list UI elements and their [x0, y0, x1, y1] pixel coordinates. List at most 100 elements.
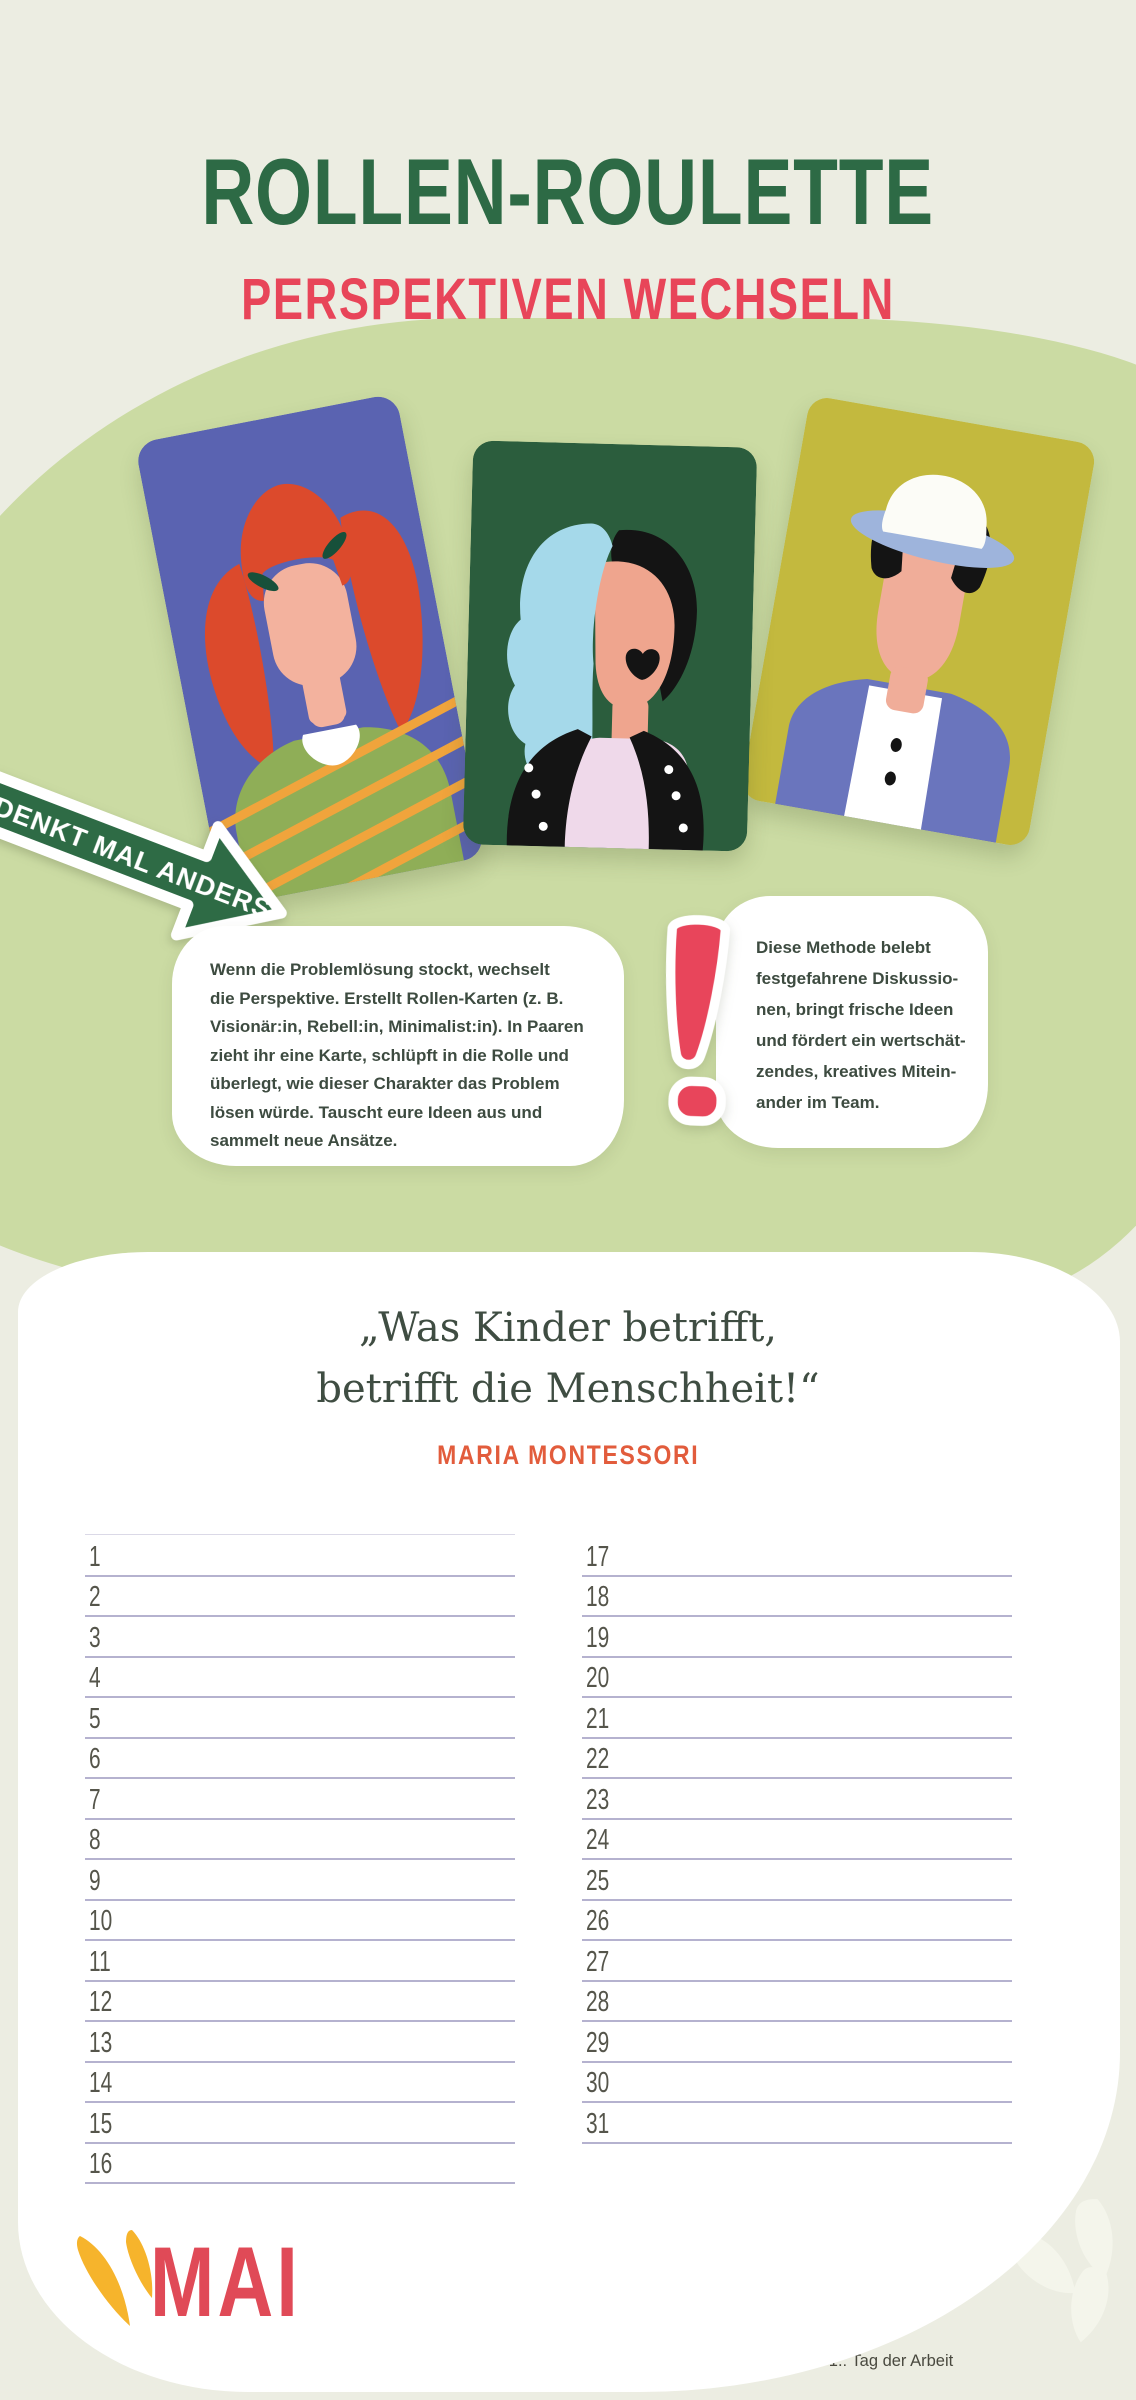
- day-number: 19: [586, 1621, 610, 1654]
- calendar-day-row: 14: [85, 2063, 515, 2103]
- month-wrap: MAI: [150, 2232, 343, 2331]
- day-line: [582, 1858, 1012, 1860]
- calendar-top-hairline: [85, 1534, 515, 1535]
- exclamation-icon: [636, 901, 764, 1137]
- flame-icon: [70, 2230, 160, 2339]
- calendar-day-row: 5: [85, 1698, 515, 1739]
- calendar-day-row: 4: [85, 1658, 515, 1698]
- day-line: [85, 1777, 515, 1779]
- calendar-day-row: 31: [582, 2103, 1012, 2144]
- method-box: Wenn die Problemlösung stockt, wechselt …: [172, 926, 624, 1166]
- day-line: [582, 1777, 1012, 1779]
- calendar-day-row: 27: [582, 1941, 1012, 1982]
- day-line: [85, 1979, 515, 1982]
- day-line: [85, 2182, 515, 2184]
- calendar-day-row: 8: [85, 1820, 515, 1860]
- day-line: [85, 1898, 515, 1901]
- calendar-day-row: 11: [85, 1941, 515, 1982]
- day-line: [85, 1615, 515, 1617]
- day-number: 17: [586, 1540, 610, 1573]
- calendar-column-left: 1 2 3 4 5 6: [85, 1536, 515, 2184]
- day-line: [582, 2101, 1012, 2103]
- calendar-day-row: 10: [85, 1901, 515, 1941]
- day-number: 30: [586, 2067, 610, 2099]
- day-number: 3: [89, 1621, 101, 1654]
- day-number: 12: [89, 1986, 113, 2018]
- day-line: [85, 1817, 515, 1820]
- day-number: 9: [89, 1864, 101, 1897]
- calendar-day-row: 29: [582, 2022, 1012, 2063]
- day-number: 2: [89, 1581, 101, 1613]
- calendar-day-row: 26: [582, 1901, 1012, 1941]
- day-number: 7: [89, 1783, 101, 1816]
- quote-line-2: betrifft die Menschheit!“: [316, 1366, 820, 1412]
- day-number: 23: [586, 1783, 610, 1816]
- calendar-day-row: 24: [582, 1820, 1012, 1860]
- quote-author: MARIA MONTESSORI: [436, 1440, 700, 1470]
- quote-line-1: „Was Kinder betrifft,: [358, 1305, 778, 1351]
- girl-with-red-pigtails-illustration: [138, 396, 486, 908]
- calendar-day-row: 13: [85, 2022, 515, 2063]
- calendar-day-row: 28: [582, 1982, 1012, 2022]
- day-number: 10: [89, 1905, 113, 1937]
- day-line: [582, 1696, 1012, 1698]
- day-line: [582, 1979, 1012, 1982]
- day-number: 8: [89, 1824, 101, 1856]
- person-with-white-hat-illustration: [742, 398, 1095, 845]
- page-title: ROLLEN-ROULETTE: [201, 139, 935, 244]
- month-label: MAI: [150, 2226, 301, 2337]
- quote-author-wrap: MARIA MONTESSORI: [0, 1440, 1136, 1471]
- holiday-footnote: 1.: Tag der Arbeit: [828, 2352, 954, 2370]
- day-number: 15: [89, 2107, 113, 2140]
- day-number: 13: [89, 2026, 113, 2059]
- day-line: [85, 2060, 515, 2063]
- header: ROLLEN-ROULETTE: [0, 138, 1136, 246]
- day-line: [85, 1696, 515, 1698]
- calendar-day-row: 22: [582, 1739, 1012, 1779]
- calendar-day-row: 1: [85, 1536, 515, 1577]
- day-line: [85, 2141, 515, 2144]
- calendar-day-row: 7: [85, 1779, 515, 1820]
- calendar-day-row: 19: [582, 1617, 1012, 1658]
- day-number: 16: [89, 2148, 113, 2180]
- subheader: PERSPEKTIVEN WECHSELN: [0, 266, 1136, 333]
- day-line: [85, 1858, 515, 1860]
- day-number: 29: [586, 2026, 610, 2059]
- calendar-day-row: 17: [582, 1536, 1012, 1577]
- day-line: [582, 1574, 1012, 1577]
- day-number: 5: [89, 1702, 101, 1735]
- day-line: [582, 1615, 1012, 1617]
- calendar-day-row: 15: [85, 2103, 515, 2144]
- day-number: 22: [586, 1743, 610, 1775]
- day-number: 28: [586, 1986, 610, 2018]
- benefit-box-text: Diese Methode belebt festgefahrene Disku…: [756, 938, 966, 1112]
- day-number: 6: [89, 1743, 101, 1775]
- day-number: 21: [586, 1702, 610, 1735]
- method-box-text: Wenn die Problemlösung stockt, wechselt …: [210, 960, 584, 1150]
- day-line: [582, 1655, 1012, 1658]
- day-line: [582, 2141, 1012, 2144]
- calendar-day-row: 21: [582, 1698, 1012, 1739]
- day-line: [85, 2101, 515, 2103]
- role-card-girl-with-red-pigtails: [134, 393, 486, 908]
- calendar-day-row: 18: [582, 1577, 1012, 1617]
- calendar-day-row: 16: [85, 2144, 515, 2184]
- role-card-person-with-white-hat: [740, 395, 1098, 848]
- day-number: 25: [586, 1864, 610, 1897]
- day-line: [582, 1817, 1012, 1820]
- calendar-day-row: 3: [85, 1617, 515, 1658]
- calendar-day-row: 12: [85, 1982, 515, 2022]
- day-number: 26: [586, 1905, 610, 1937]
- calendar-day-row: 9: [85, 1860, 515, 1901]
- role-card-person-with-blue-hair: [463, 440, 757, 852]
- day-line: [582, 1736, 1012, 1739]
- day-number: 18: [586, 1581, 610, 1613]
- calendar-day-row: 25: [582, 1860, 1012, 1901]
- day-line: [582, 1939, 1012, 1941]
- quote: „Was Kinder betrifft, betrifft die Mensc…: [0, 1298, 1136, 1420]
- benefit-box: Diese Methode belebt festgefahrene Disku…: [716, 896, 988, 1148]
- day-number: 20: [586, 1662, 610, 1694]
- day-number: 1: [89, 1540, 101, 1573]
- day-line: [85, 1939, 515, 1941]
